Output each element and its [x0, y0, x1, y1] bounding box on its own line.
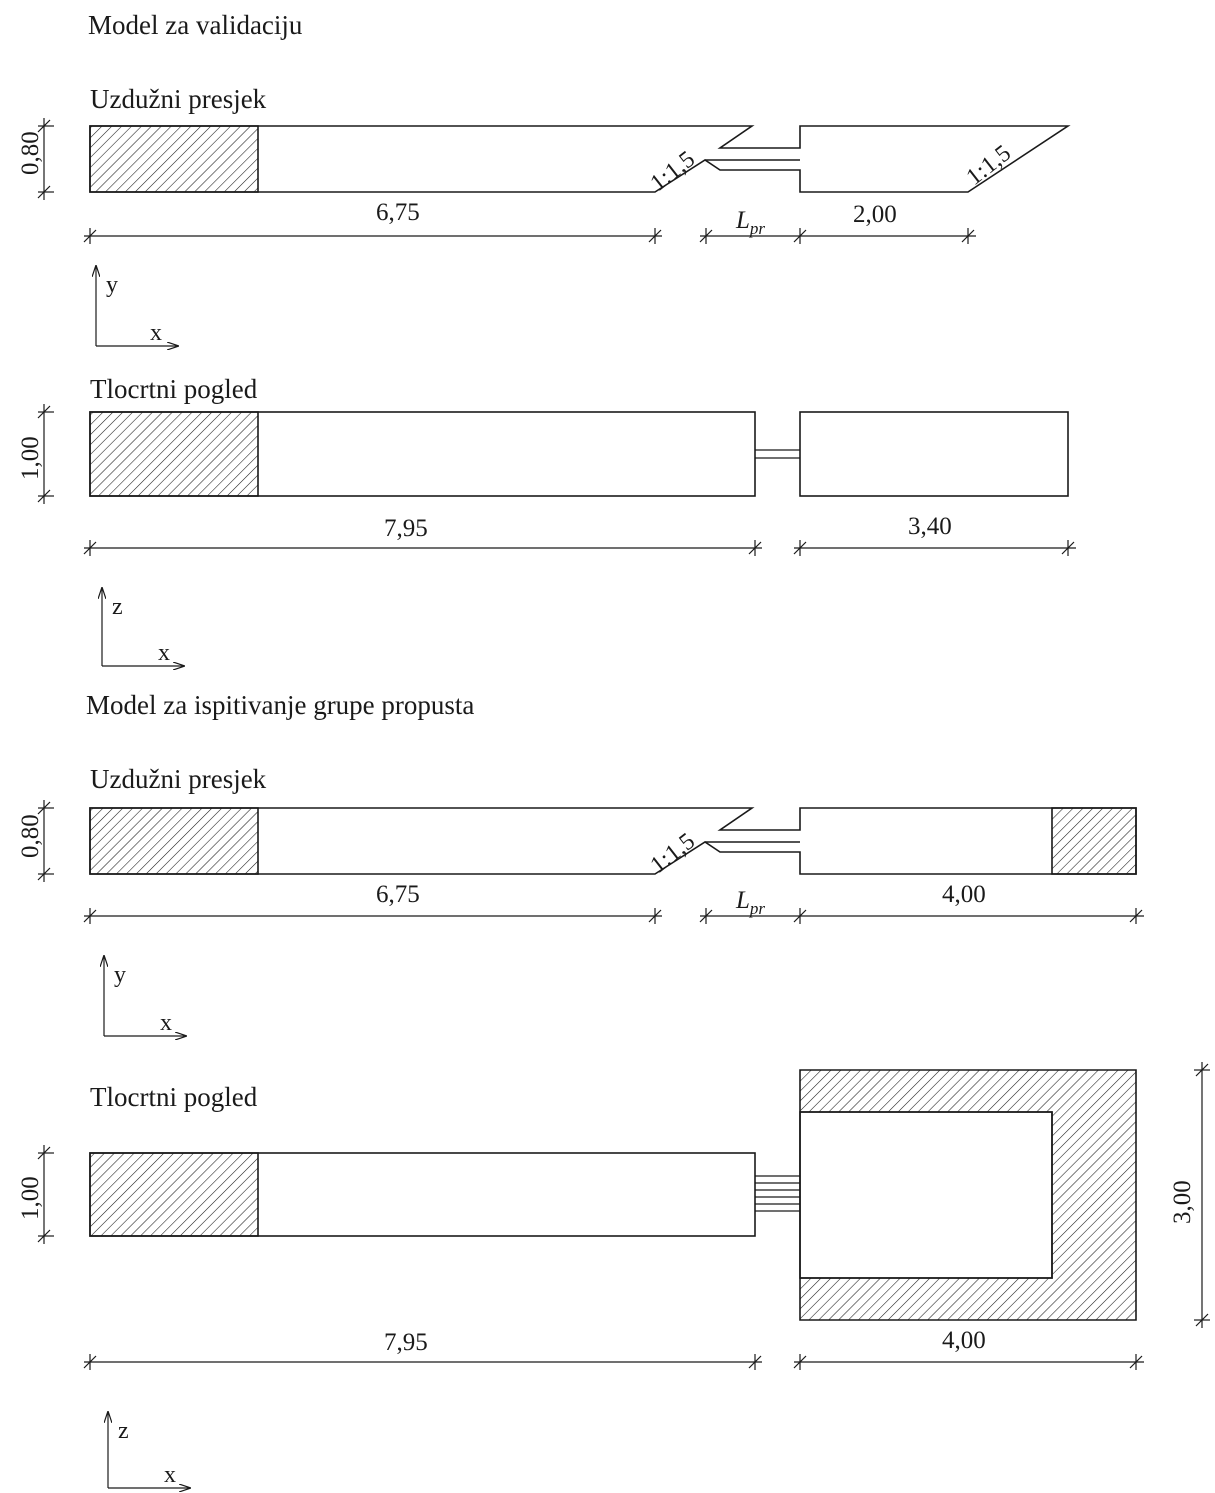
validation-longitudinal-section: Uzdužni presjek 1:1,5 1:1,5 0,80 6,75	[17, 84, 1071, 346]
group-plan-culverts	[755, 1175, 800, 1212]
validation-long-inlet-hatch	[89, 125, 259, 193]
svg-text:x: x	[160, 1010, 172, 1036]
group-plan-inlet-hatch	[89, 1152, 259, 1237]
validation-model-title: Model za validaciju	[88, 10, 303, 40]
svg-text:Lpr: Lpr	[735, 207, 765, 238]
svg-text:x: x	[164, 1462, 176, 1488]
group-plan-axis-indicator: z x	[108, 1412, 190, 1488]
validation-plan-title: Tlocrtni pogled	[90, 374, 258, 404]
validation-long-height-dimension: 0,80	[17, 118, 54, 200]
svg-text:0,80: 0,80	[17, 131, 44, 175]
group-plan-outlet-basin-hatch	[799, 1069, 1137, 1321]
svg-text:6,75: 6,75	[376, 199, 420, 226]
validation-plan-culvert	[755, 449, 800, 459]
svg-text:1,00: 1,00	[17, 436, 44, 480]
validation-long-channel-outline	[89, 125, 1071, 193]
validation-plan-inlet-hatch	[89, 411, 259, 497]
group-long-channel-outline	[89, 807, 1137, 875]
svg-text:z: z	[118, 1418, 129, 1444]
group-longitudinal-section: Uzdužni presjek 1:1,5 0,80 6,75	[17, 764, 1144, 1036]
svg-text:x: x	[150, 320, 162, 346]
svg-text:7,95: 7,95	[384, 1329, 428, 1356]
validation-long-length-dimensions: 6,75 Lpr 2,00	[83, 199, 976, 244]
validation-plan-length-dimensions: 7,95 3,40	[83, 513, 1076, 556]
group-plan-channel	[89, 1152, 756, 1237]
group-long-height-dimension: 0,80	[17, 800, 54, 882]
validation-long-slope-right: 1:1,5	[962, 140, 1016, 190]
group-long-inlet-hatch	[89, 807, 259, 875]
svg-text:3,40: 3,40	[908, 513, 952, 540]
group-model-title: Model za ispitivanje grupe propusta	[86, 690, 474, 720]
validation-plan-view: Tlocrtni pogled 1,00 7,95	[17, 374, 1076, 666]
svg-text:4,00: 4,00	[942, 1327, 986, 1354]
group-plan-title: Tlocrtni pogled	[90, 1082, 258, 1112]
validation-plan-channel	[89, 411, 756, 497]
svg-text:1,00: 1,00	[17, 1176, 44, 1220]
group-long-axis-indicator: y x	[104, 956, 186, 1036]
validation-long-slope-left: 1:1,5	[646, 146, 700, 196]
group-plan-outlet-basin-inner	[799, 1111, 1053, 1279]
svg-text:3,00: 3,00	[1169, 1180, 1196, 1224]
group-longitudinal-title: Uzdužni presjek	[90, 764, 267, 794]
group-long-outlet-hatch	[1051, 807, 1137, 875]
validation-plan-width-dimension: 1,00	[17, 404, 54, 504]
validation-long-axis-indicator: y x	[96, 266, 178, 346]
group-long-length-dimensions: 6,75 Lpr 4,00	[83, 881, 1144, 924]
svg-text:6,75: 6,75	[376, 881, 420, 908]
svg-text:2,00: 2,00	[853, 201, 897, 228]
svg-text:Lpr: Lpr	[735, 887, 765, 918]
svg-text:y: y	[106, 272, 118, 298]
svg-text:y: y	[114, 962, 126, 988]
group-long-slope-left: 1:1,5	[646, 828, 700, 878]
group-plan-view: Tlocrtni pogled 1,00 3,00	[17, 1062, 1210, 1488]
group-plan-outlet-width-dimension: 3,00	[1169, 1062, 1210, 1328]
group-plan-width-dimension: 1,00	[17, 1145, 54, 1244]
validation-longitudinal-title: Uzdužni presjek	[90, 84, 267, 114]
svg-text:z: z	[112, 594, 123, 620]
validation-plan-axis-indicator: z x	[102, 588, 184, 666]
svg-text:7,95: 7,95	[384, 515, 428, 542]
validation-plan-outlet-basin	[799, 411, 1069, 497]
svg-text:x: x	[158, 640, 170, 666]
group-plan-length-dimensions: 7,95 4,00	[83, 1327, 1144, 1370]
svg-text:4,00: 4,00	[942, 881, 986, 908]
svg-text:0,80: 0,80	[17, 814, 44, 858]
